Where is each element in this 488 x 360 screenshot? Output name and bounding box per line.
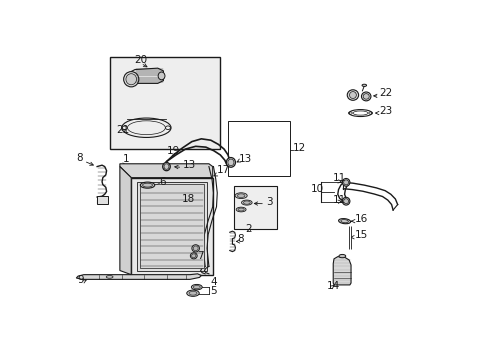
Polygon shape [131,68,163,84]
Ellipse shape [190,253,197,259]
Text: 5: 5 [210,286,216,296]
Text: 4: 4 [210,277,216,287]
Ellipse shape [338,255,345,258]
Ellipse shape [193,246,198,251]
Bar [140,184,203,268]
Ellipse shape [235,193,247,199]
Ellipse shape [361,92,370,101]
Text: 7: 7 [196,251,203,261]
Ellipse shape [342,197,349,205]
Ellipse shape [340,220,347,223]
Ellipse shape [238,208,244,211]
Text: 18: 18 [181,194,195,204]
Bar [110,57,220,149]
Ellipse shape [191,245,199,252]
Text: 13: 13 [182,161,195,171]
Text: 12: 12 [292,143,305,153]
Bar [227,121,290,176]
Text: 23: 23 [379,106,392,116]
Ellipse shape [226,158,235,167]
Bar [137,182,206,270]
Bar [233,186,277,229]
Text: 15: 15 [354,230,367,240]
Ellipse shape [342,179,349,186]
Ellipse shape [163,164,168,169]
Text: 11: 11 [332,173,346,183]
Ellipse shape [343,199,348,204]
Ellipse shape [191,254,196,258]
Ellipse shape [163,162,170,171]
Ellipse shape [363,94,368,99]
Bar [97,196,108,204]
Text: 11: 11 [332,195,346,204]
Text: 22: 22 [379,89,392,98]
Text: 17: 17 [216,166,229,175]
Text: 1: 1 [122,154,129,165]
Ellipse shape [186,290,199,296]
Ellipse shape [346,90,358,100]
Ellipse shape [349,91,356,99]
Ellipse shape [158,72,164,80]
Ellipse shape [241,200,252,205]
Ellipse shape [191,284,202,290]
Ellipse shape [126,74,136,85]
Polygon shape [332,257,350,285]
Text: 14: 14 [326,282,340,291]
Ellipse shape [227,159,233,166]
Text: 8: 8 [76,153,83,163]
Ellipse shape [189,291,197,295]
Text: 6: 6 [159,177,165,187]
Polygon shape [120,164,212,177]
Ellipse shape [106,275,113,278]
Text: 9: 9 [77,275,83,285]
Ellipse shape [142,183,152,187]
Text: 3: 3 [265,197,272,207]
Text: 8: 8 [237,234,244,244]
Ellipse shape [140,182,154,188]
Ellipse shape [237,194,244,198]
Text: 13: 13 [238,154,251,164]
Text: 20: 20 [134,55,147,64]
Text: 19: 19 [167,146,180,156]
Text: 16: 16 [354,214,367,224]
Text: 2: 2 [244,224,251,234]
Bar [131,177,212,275]
Polygon shape [120,167,131,275]
Ellipse shape [236,207,245,212]
Text: 21: 21 [116,125,129,135]
Ellipse shape [338,219,350,224]
Ellipse shape [343,180,348,185]
Ellipse shape [361,84,366,86]
Polygon shape [76,274,201,279]
Text: 10: 10 [311,184,324,194]
Ellipse shape [243,201,250,204]
Ellipse shape [193,285,200,289]
Ellipse shape [123,72,139,87]
